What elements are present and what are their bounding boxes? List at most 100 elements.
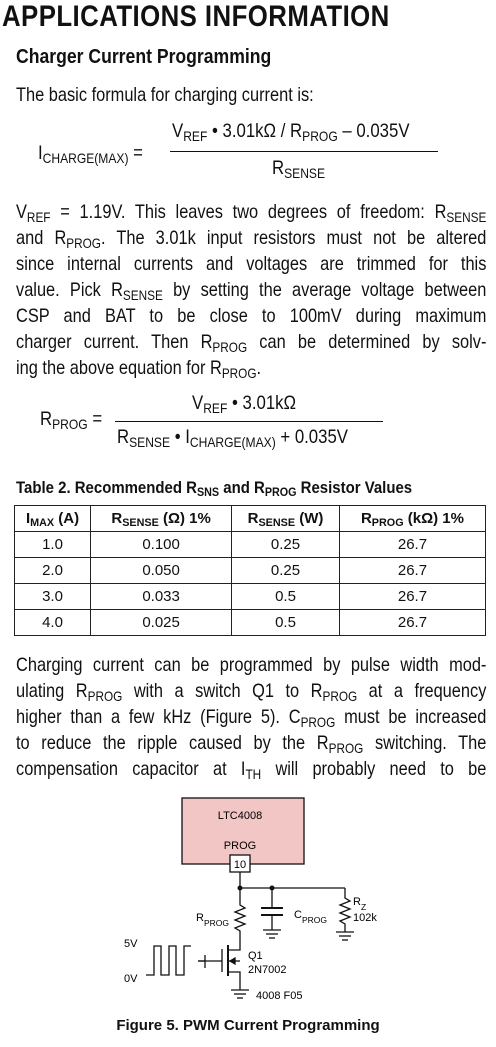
text-run: + 0.035V xyxy=(275,426,348,448)
equation-denominator: RSENSE xyxy=(272,157,326,181)
text-run: Charging current can be programmed by pu… xyxy=(16,654,487,676)
column-header: RPROG (kΩ) 1% xyxy=(338,505,487,532)
subscript: REF xyxy=(183,127,208,144)
text-run: R xyxy=(117,426,130,448)
subscript: SENSE xyxy=(122,286,163,303)
subscript: REF xyxy=(26,208,51,225)
intro-text: The basic formula for charging current i… xyxy=(16,84,314,106)
table-row: 2.0 0.050 0.25 26.7 xyxy=(13,557,487,584)
text-line: value. Pick RSENSE by setting the averag… xyxy=(16,277,486,303)
table-cell: 26.7 xyxy=(338,531,487,558)
text-run: R xyxy=(353,896,361,908)
subscript: PROG xyxy=(87,687,123,704)
subscript: PROG xyxy=(66,234,101,251)
column-header: RSENSE (Ω) 1% xyxy=(90,505,233,532)
text-run: and R xyxy=(219,478,265,497)
text-line: higher than a few kHz (Figure 5). CPROG … xyxy=(16,704,486,730)
text-run: value. Pick R xyxy=(16,279,123,301)
subscript: TH xyxy=(245,765,262,782)
subscript: PROG xyxy=(371,517,404,530)
schematic-label: RZ xyxy=(353,896,366,912)
table-cell: 26.7 xyxy=(338,609,487,636)
schematic-label: Q1 xyxy=(248,950,263,962)
text-line: Charging current can be programmed by pu… xyxy=(16,652,486,678)
text-run: (W) xyxy=(295,510,324,527)
text-run: I xyxy=(38,142,43,164)
table-cell: 0.5 xyxy=(231,583,340,610)
subscript: MAX xyxy=(30,517,55,530)
subscript: SENSE xyxy=(284,164,326,181)
subscript: PROG xyxy=(300,713,336,730)
schematic-label: RPROG xyxy=(196,912,229,928)
text-run: Table 2. Recommended R xyxy=(16,478,197,497)
subscript: SENSE xyxy=(258,517,296,530)
text-run: (kΩ) 1% xyxy=(403,510,464,527)
schematic-label: 4008 F05 xyxy=(256,990,302,1002)
subscript: PROG xyxy=(204,918,229,928)
text-line: since internal currents and voltages are… xyxy=(16,251,486,277)
table-cell: 4.0 xyxy=(13,609,92,636)
text-run: • 3.01kΩ xyxy=(227,392,297,414)
text-run: R xyxy=(111,510,123,527)
subscript: SENSE xyxy=(122,517,159,530)
schematic-label: CPROG xyxy=(294,909,327,925)
text-run: CSP and BAT to be close to 100mV during … xyxy=(16,305,487,327)
subscript: PROG xyxy=(221,364,257,381)
table-cell: 0.033 xyxy=(90,583,233,610)
subscript: SENSE xyxy=(446,208,487,225)
text-run: V xyxy=(16,201,27,223)
text-run: to reduce the ripple caused by the R xyxy=(16,732,329,754)
text-run: at a frequency xyxy=(357,680,487,702)
equation-denominator: RSENSE • ICHARGE(MAX) + 0.035V xyxy=(117,426,348,450)
subscript: CHARGE(MAX) xyxy=(42,149,129,166)
text-run: compensation capacitor at I xyxy=(16,758,246,780)
text-run: • 3.01kΩ / R xyxy=(207,120,303,142)
text-run: V xyxy=(172,120,184,142)
equation-lhs: ICHARGE(MAX) = xyxy=(38,142,143,166)
text-line: VREF = 1.19V. This leaves two degrees of… xyxy=(16,199,486,225)
text-run: will probably need to be xyxy=(261,758,487,780)
subscript: REF xyxy=(203,399,228,416)
text-run: ulating R xyxy=(16,680,88,702)
text-run: and R xyxy=(16,227,67,249)
text-run: . The 3.01k input resistors must not be … xyxy=(100,227,487,249)
table-row: 4.0 0.025 0.5 26.7 xyxy=(13,609,487,636)
text-run: • I xyxy=(170,426,190,448)
text-run: = xyxy=(128,142,143,164)
text-line: compensation capacitor at ITH will proba… xyxy=(16,756,486,782)
text-run: must be increased xyxy=(335,706,487,728)
text-run: C xyxy=(294,909,302,921)
subscript: PROG xyxy=(322,687,358,704)
column-header: IMAX (A) xyxy=(13,505,92,532)
text-run: can be determined by solv- xyxy=(247,331,487,353)
text-run: ing the above equation for R xyxy=(16,357,222,379)
subscript: PROG xyxy=(302,915,327,925)
text-run: V xyxy=(192,392,204,414)
schematic-label: LTC4008 xyxy=(218,810,262,822)
paragraph: VREF = 1.19V. This leaves two degrees of… xyxy=(16,199,486,381)
text-line: ulating RPROG with a switch Q1 to RPROG … xyxy=(16,678,486,704)
subscript: PROG xyxy=(52,415,88,432)
text-run: charger current. Then R xyxy=(16,331,213,353)
header-row: IMAX (A) RSENSE (Ω) 1% RSENSE (W) RPROG (kΩ… xyxy=(13,505,487,532)
table-cell: 26.7 xyxy=(338,583,487,610)
text-run: R xyxy=(360,510,372,527)
equation-numerator: VREF • 3.01kΩ / RPROG – 0.035V xyxy=(172,120,410,144)
fraction-bar xyxy=(115,421,383,423)
paragraph: Charging current can be programmed by pu… xyxy=(16,652,486,782)
subscript: SENSE xyxy=(129,433,171,450)
table-cell: 1.0 xyxy=(13,531,92,558)
text-run: (A) xyxy=(54,510,80,527)
table-cell: 0.25 xyxy=(231,557,340,584)
equation-lhs: RPROG = xyxy=(40,408,102,432)
subscript: PROG xyxy=(264,485,297,500)
table-caption: Table 2. Recommended RSNS and RPROG Resi… xyxy=(16,478,412,500)
subscript: Z xyxy=(361,902,366,912)
text-line: charger current. Then RPROG can be deter… xyxy=(16,329,486,355)
figure-caption: Figure 5. PWM Current Programming xyxy=(116,1017,380,1034)
schematic-label: 0V xyxy=(124,973,138,985)
table-cell: 2.0 xyxy=(13,557,92,584)
text-run: R xyxy=(40,408,53,430)
text-run: R xyxy=(196,912,204,924)
